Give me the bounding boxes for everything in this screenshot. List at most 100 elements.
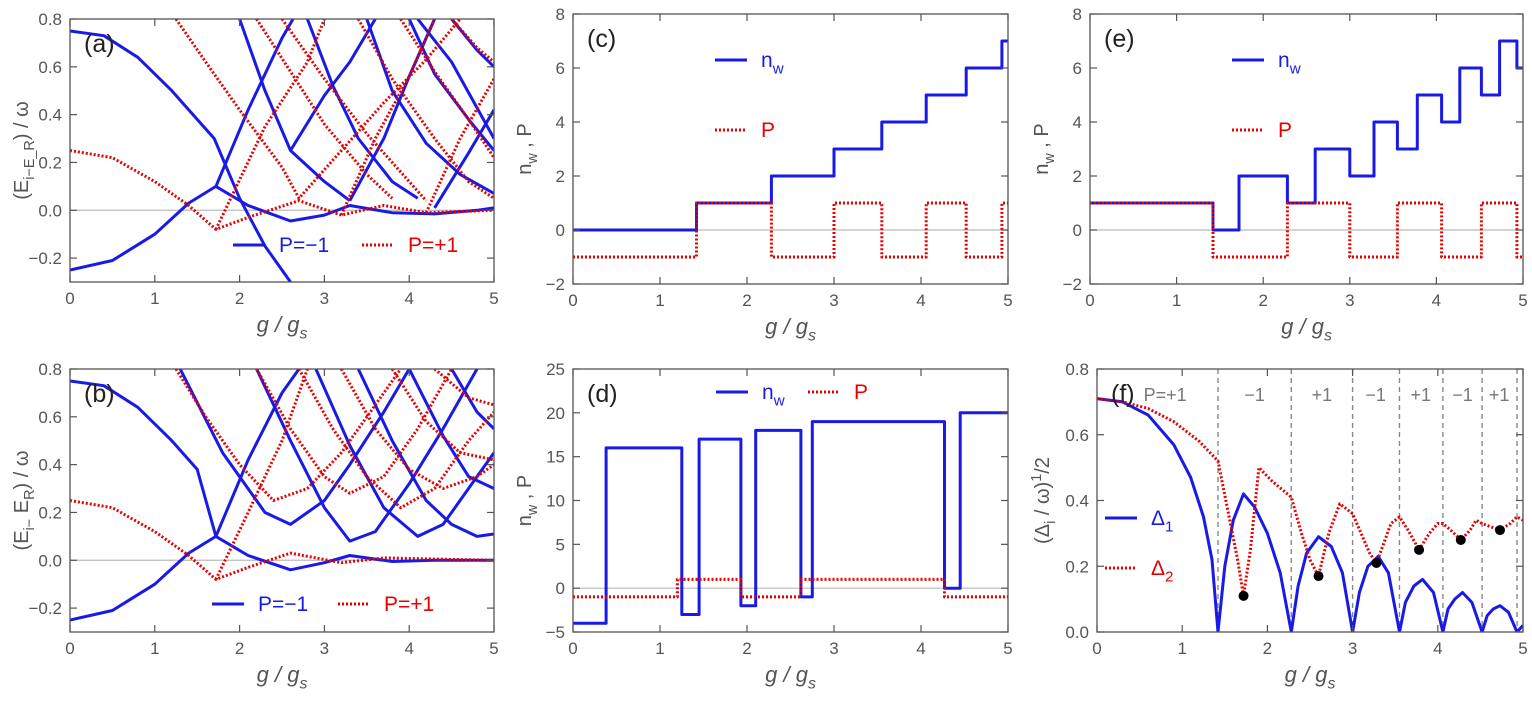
series-line-blue — [416, 19, 494, 140]
x-tick-label: 0 — [1092, 639, 1101, 658]
x-tick-label: 1 — [655, 291, 664, 310]
legend-label: Δ1 — [1151, 507, 1173, 535]
series-line-red — [450, 19, 494, 64]
series-line-blue — [70, 29, 292, 282]
series-group — [1097, 397, 1523, 632]
x-axis-label: g / gs — [257, 662, 308, 693]
x-tick-label: 4 — [1432, 291, 1441, 310]
series-line-blue — [365, 19, 494, 195]
series-line-red — [390, 369, 494, 462]
panel-label: (d) — [587, 380, 618, 408]
series-line-blue — [1097, 397, 1523, 632]
y-tick-label: 2 — [556, 167, 565, 186]
marker-point — [1455, 534, 1466, 545]
x-tick-label: 4 — [1433, 639, 1442, 658]
panel-label: (c) — [587, 25, 616, 53]
x-tick-label: 5 — [1518, 639, 1527, 658]
y-tick-label: −2 — [546, 275, 565, 294]
series-line-red — [340, 369, 494, 490]
x-tick-label: 1 — [655, 639, 664, 658]
series-line-blue — [573, 411, 1008, 625]
legend-label: P — [854, 381, 868, 404]
series-line-red — [424, 78, 494, 214]
y-tick-label: 0 — [1073, 221, 1082, 240]
y-tick-label: 0.6 — [38, 408, 62, 427]
y-tick-label: 10 — [546, 492, 565, 511]
x-tick-label: 3 — [1348, 639, 1357, 658]
y-tick-label: 0.4 — [38, 456, 62, 475]
panel-label: (f) — [1111, 380, 1135, 408]
series-line-blue — [70, 379, 218, 537]
series-line-red — [1097, 397, 1523, 598]
legend-label: Δ2 — [1151, 557, 1173, 585]
x-tick-label: 1 — [1172, 291, 1181, 310]
x-tick-label: 4 — [916, 291, 925, 310]
legend-label: P — [1278, 119, 1292, 142]
y-tick-label: 0.0 — [38, 551, 62, 570]
series-line-red — [573, 201, 1008, 259]
y-tick-label: 8 — [1073, 5, 1082, 24]
region-label: +1 — [1489, 385, 1510, 405]
y-tick-label: 0.4 — [1065, 492, 1089, 511]
x-tick-label: 1 — [150, 639, 159, 658]
series-line-blue — [407, 369, 494, 490]
y-tick-label: −5 — [546, 623, 565, 642]
y-tick-label: 0.8 — [38, 360, 62, 379]
plot-frame — [572, 368, 1009, 633]
y-tick-label: 0.8 — [38, 10, 62, 29]
y-axis-label: (Ei−E_R) / ω — [11, 101, 38, 200]
x-tick-label: 3 — [829, 639, 838, 658]
panel-a: 0 1 2 3 4 5 −0.2 0.0 0.2 0.4 0.6 0.8 g / gs (Ei−E_R) … — [11, 10, 499, 343]
series-line-red — [255, 369, 453, 495]
x-tick-label: 4 — [916, 639, 925, 658]
marker-point — [1371, 557, 1382, 568]
y-tick-label: 25 — [546, 360, 565, 379]
y-tick-label: 0.6 — [1065, 426, 1089, 445]
series-line-blue — [356, 369, 494, 538]
panel-f: 0 1 2 3 4 5 0.0 0.2 0.4 0.6 0.8 g / gs (Δi / ω)1/2 (f… — [1029, 360, 1528, 693]
y-tick-label: 0 — [556, 579, 565, 598]
series-line-blue — [214, 369, 301, 537]
y-tick-label: 0.2 — [38, 503, 62, 522]
series-line-blue — [573, 39, 1008, 232]
x-tick-label: 2 — [235, 289, 244, 308]
series-line-red — [297, 369, 494, 510]
series-line-blue — [178, 369, 411, 526]
x-tick-label: 0 — [568, 639, 577, 658]
x-tick-label: 2 — [1263, 639, 1272, 658]
marker-point — [1414, 544, 1425, 555]
series-line-red — [280, 19, 428, 202]
x-tick-label: 5 — [1003, 291, 1012, 310]
x-tick-label: 3 — [320, 639, 329, 658]
plot-frame — [1089, 13, 1524, 285]
series-line-red — [174, 19, 462, 200]
series-line-red — [1090, 201, 1523, 259]
x-tick-label: 0 — [65, 289, 74, 308]
series-line-blue — [70, 534, 494, 622]
y-tick-label: 0.0 — [38, 201, 62, 220]
y-axis-label: (Δi / ω)1/2 — [1029, 457, 1059, 544]
series-group — [573, 411, 1008, 625]
x-axis-label: g / gs — [1281, 314, 1332, 345]
legend-label: P=−1 — [258, 593, 308, 616]
plot-frame — [69, 18, 495, 283]
y-tick-label: 2 — [1073, 167, 1082, 186]
y-tick-label: 0.6 — [38, 58, 62, 77]
y-tick-label: 5 — [556, 535, 565, 554]
plot-frame — [69, 368, 495, 633]
x-tick-label: 5 — [1003, 639, 1012, 658]
y-axis-label: nw , P — [514, 475, 541, 527]
panel-label: (e) — [1104, 25, 1135, 53]
y-tick-label: 0.4 — [38, 106, 62, 125]
marker-point — [1238, 590, 1249, 601]
x-axis-label: g / gs — [257, 312, 308, 343]
series-line-blue — [70, 184, 494, 272]
legend-label: P=+1 — [408, 234, 458, 257]
y-tick-label: 0.8 — [1065, 360, 1089, 379]
series-line-red — [356, 19, 494, 200]
series-line-blue — [289, 19, 377, 152]
legend-label: P=+1 — [384, 593, 434, 616]
